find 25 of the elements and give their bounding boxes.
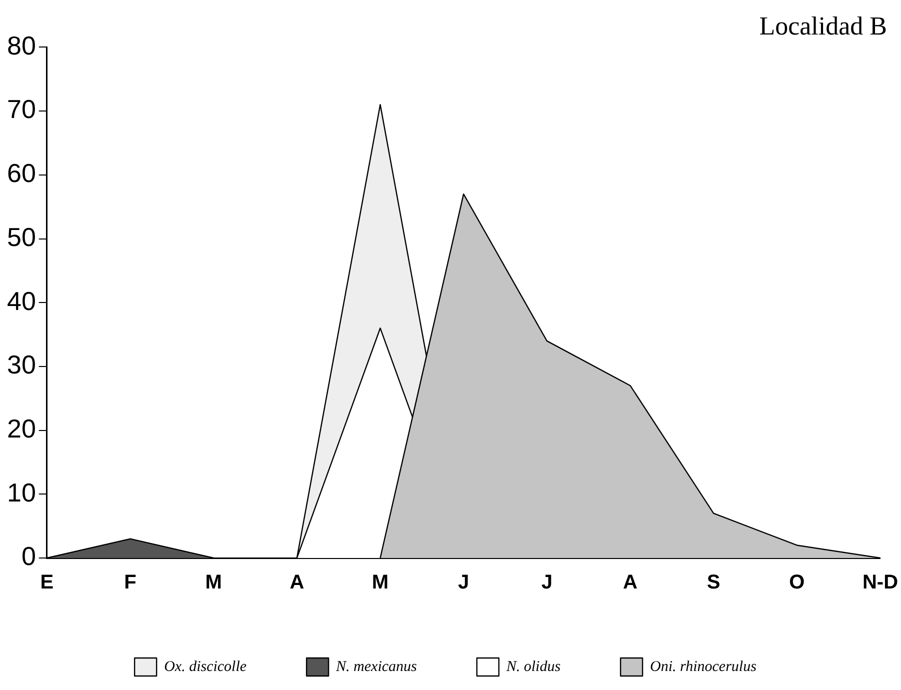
- y-tick-label: 80: [7, 30, 36, 60]
- legend-label: Oni. rhinocerulus: [650, 658, 757, 675]
- x-tick-label: F: [124, 572, 136, 594]
- legend-label: N. olidus: [505, 658, 561, 675]
- x-tick-label: M: [372, 572, 389, 594]
- y-tick-label: 10: [7, 477, 36, 508]
- y-tick-label: 20: [7, 413, 36, 444]
- x-tick-label: S: [706, 572, 720, 594]
- x-tick-label: J: [541, 572, 552, 594]
- y-tick-label: 40: [7, 286, 36, 316]
- x-tick-label: J: [458, 572, 470, 594]
- y-tick-label: 0: [21, 541, 36, 572]
- x-tick-label: A: [290, 572, 304, 594]
- chart-title: Localidad B: [759, 11, 887, 40]
- legend-label: Ox. discicolle: [164, 658, 247, 675]
- x-tick-label: M: [205, 572, 222, 594]
- y-tick-label: 30: [7, 350, 36, 380]
- y-tick-label: 50: [7, 222, 36, 252]
- x-tick-label: N-D: [862, 572, 898, 594]
- y-tick-label: 70: [7, 94, 36, 124]
- x-tick-label: O: [789, 572, 805, 594]
- y-tick-label: 60: [7, 158, 36, 188]
- x-tick-label: E: [40, 572, 54, 594]
- x-tick-label: A: [623, 572, 638, 594]
- legend-label: N. mexicanus: [335, 658, 418, 675]
